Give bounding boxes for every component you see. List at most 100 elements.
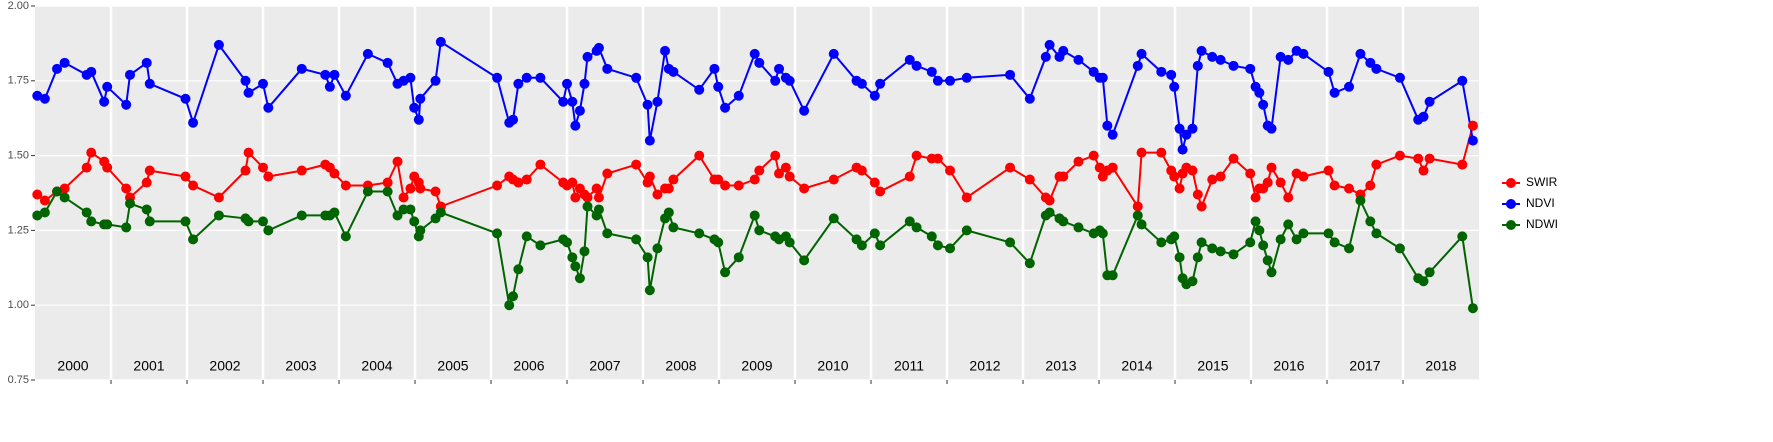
plot-background (35, 6, 1479, 380)
point (582, 192, 593, 203)
point (1187, 276, 1198, 287)
point (188, 117, 199, 128)
point (263, 102, 274, 113)
x-tick-label: 2001 (133, 358, 164, 374)
point (263, 225, 274, 236)
point (340, 231, 351, 242)
y-tick-label: 1.75 (8, 75, 29, 87)
point (504, 300, 515, 311)
point (1457, 75, 1468, 86)
point (1132, 60, 1143, 71)
point (1275, 51, 1286, 62)
point (415, 225, 426, 236)
point (39, 207, 50, 218)
point (926, 231, 937, 242)
point (945, 243, 956, 254)
point (652, 243, 663, 254)
point (694, 150, 705, 161)
x-tick-label: 2002 (209, 358, 240, 374)
point (1250, 192, 1261, 203)
point (1044, 207, 1055, 218)
point (856, 78, 867, 89)
point (668, 222, 679, 233)
x-tick-label: 2012 (969, 358, 1000, 374)
point (52, 186, 63, 197)
point (1275, 234, 1286, 245)
point (875, 186, 886, 197)
point (1424, 96, 1435, 107)
point (430, 186, 441, 197)
point (535, 72, 546, 83)
point (398, 192, 409, 203)
point (258, 78, 268, 89)
point (1291, 234, 1302, 245)
point (413, 114, 424, 125)
x-tick-label: 2003 (285, 358, 316, 374)
legend-label: SWIR (1526, 175, 1558, 189)
point (102, 81, 113, 92)
point (780, 162, 791, 173)
point (911, 150, 922, 161)
point (141, 204, 152, 215)
point (1228, 60, 1239, 71)
point (720, 102, 731, 113)
point (180, 93, 191, 104)
point (784, 237, 795, 248)
point (1156, 147, 1167, 158)
point (774, 168, 785, 179)
point (362, 186, 373, 197)
point (1215, 54, 1226, 65)
point (932, 75, 943, 86)
point (1215, 171, 1226, 182)
point (409, 102, 420, 113)
point (435, 207, 446, 218)
point (1254, 225, 1265, 236)
point (774, 63, 785, 74)
point (1371, 63, 1382, 74)
point (1166, 69, 1177, 80)
point (1196, 201, 1207, 212)
point (1329, 87, 1340, 98)
point (754, 225, 765, 236)
point (59, 57, 70, 68)
x-tick-label: 2009 (741, 358, 772, 374)
point (932, 240, 943, 251)
point (102, 162, 113, 173)
point (644, 135, 655, 146)
point (32, 189, 43, 200)
point (1005, 237, 1016, 248)
point (1258, 240, 1269, 251)
point (39, 93, 50, 104)
point (1097, 228, 1108, 239)
point (121, 183, 132, 194)
point (32, 90, 43, 101)
point (1323, 228, 1334, 239)
point (591, 183, 602, 194)
point (121, 99, 132, 110)
x-tick-label: 2004 (361, 358, 392, 374)
point (1024, 93, 1035, 104)
point (1228, 249, 1239, 260)
point (567, 177, 578, 188)
x-tick-label: 2008 (665, 358, 696, 374)
point (694, 228, 705, 239)
point (562, 237, 572, 248)
point (869, 90, 880, 101)
point (828, 213, 839, 224)
point (961, 72, 972, 83)
point (1283, 54, 1294, 65)
point (567, 252, 578, 263)
point (663, 207, 674, 218)
point (1418, 111, 1429, 122)
point (243, 147, 254, 158)
point (435, 36, 446, 47)
point (521, 72, 532, 83)
point (405, 204, 416, 215)
legend-marker (1506, 199, 1516, 209)
point (141, 177, 152, 188)
point (1174, 252, 1185, 263)
point (593, 192, 604, 203)
point (1355, 195, 1366, 206)
point (508, 291, 519, 302)
